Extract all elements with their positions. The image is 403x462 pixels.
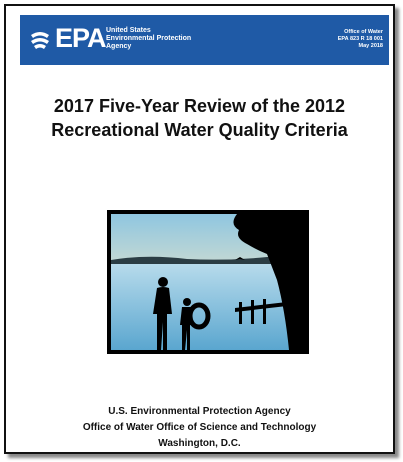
footer-line: U.S. Environmental Protection Agency — [108, 406, 291, 417]
title-line: Recreational Water Quality Criteria — [51, 120, 348, 140]
footer-line: Office of Water Office of Science and Te… — [82, 422, 317, 433]
logo-text: EPA — [55, 23, 107, 53]
date: May 2018 — [358, 43, 383, 49]
header-band: EPA United States Environmental Protecti… — [20, 15, 389, 65]
logo: EPA — [28, 23, 107, 54]
cover-photo — [107, 210, 309, 354]
agency-line: Environmental Protection — [106, 35, 192, 42]
footer: U.S. Environmental Protection Agency Off… — [6, 404, 393, 452]
agency-name: United States Environmental Protection A… — [106, 27, 191, 51]
agency-line: United States — [106, 27, 151, 34]
title: 2017 Five-Year Review of the 2012 Recrea… — [6, 94, 393, 142]
title-line: 2017 Five-Year Review of the 2012 — [53, 96, 346, 116]
office: Office of Water — [344, 29, 383, 35]
cover: EPA United States Environmental Protecti… — [4, 4, 395, 454]
doc-number: EPA 823 R 18 001 — [337, 36, 383, 42]
logo-mark — [31, 31, 49, 49]
footer-line: Washington, D.C. — [158, 438, 241, 449]
office-info: Office of Water EPA 823 R 18 001 May 201… — [338, 29, 383, 50]
agency-line: Agency — [106, 43, 132, 50]
